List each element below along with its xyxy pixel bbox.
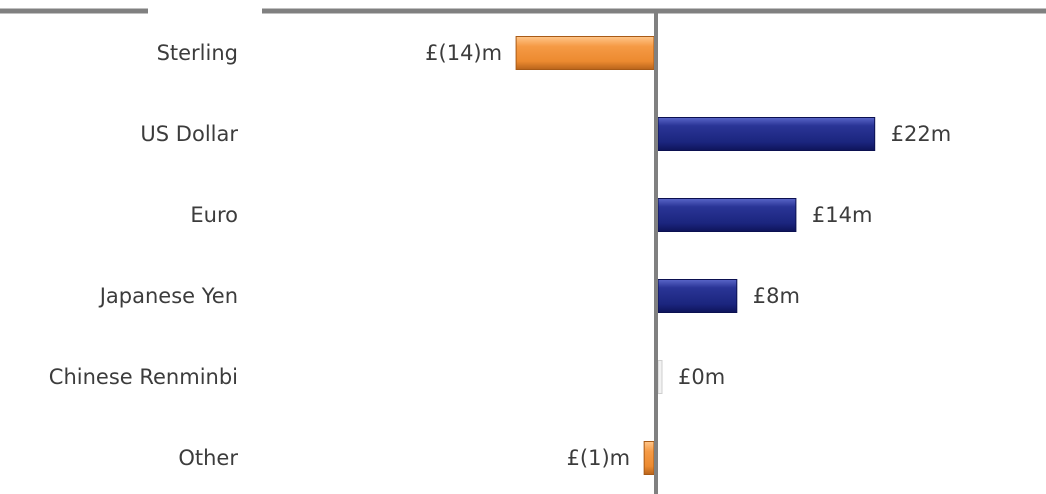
category-label-chinese-renminbi: Chinese Renminbi <box>49 365 238 389</box>
bar-sterling <box>515 36 655 70</box>
data-label-us-dollar: £22m <box>891 122 952 146</box>
category-label-sterling: Sterling <box>157 41 238 65</box>
bar-us-dollar <box>657 117 876 151</box>
data-label-other: £(1)m <box>567 446 631 470</box>
bar-chinese-renminbi <box>657 360 663 394</box>
data-labels: £(14)m £22m £14m £8m £0m £(1)m <box>425 41 951 470</box>
category-label-japanese-yen: Japanese Yen <box>98 284 238 308</box>
data-label-japanese-yen: £8m <box>753 284 800 308</box>
category-labels: Sterling US Dollar Euro Japanese Yen Chinese… <box>49 41 239 470</box>
bars-group <box>515 36 876 475</box>
bar-japanese-yen <box>657 279 738 313</box>
bar-euro <box>657 198 797 232</box>
data-label-sterling: £(14)m <box>425 41 502 65</box>
category-label-us-dollar: US Dollar <box>140 122 238 146</box>
category-label-other: Other <box>178 446 238 470</box>
bar-other <box>643 441 655 475</box>
data-label-chinese-renminbi: £0m <box>678 365 725 389</box>
data-label-euro: £14m <box>812 203 873 227</box>
category-label-euro: Euro <box>190 203 238 227</box>
